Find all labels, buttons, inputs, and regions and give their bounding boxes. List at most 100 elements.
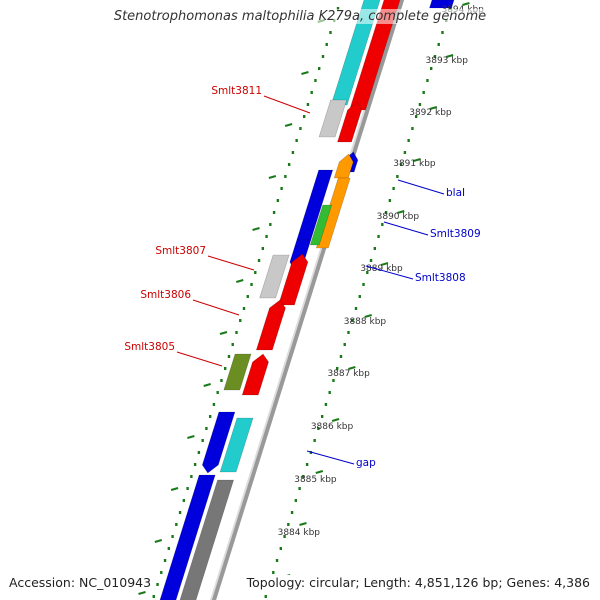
dotted-track-inner bbox=[339, 355, 343, 358]
dotted-track-outer bbox=[163, 559, 167, 562]
dotted-track-inner bbox=[324, 403, 328, 406]
scale-label: 3886 kbp bbox=[311, 422, 354, 432]
dotted-track-inner bbox=[302, 475, 305, 478]
dotted-track-outer bbox=[291, 151, 295, 154]
dotted-track-inner bbox=[275, 559, 279, 562]
gene-label-gap: gap bbox=[356, 457, 376, 469]
gene-smlt3811-gray bbox=[318, 99, 348, 138]
dotted-track-inner bbox=[369, 259, 373, 262]
scale-label: 3885 kbp bbox=[294, 475, 337, 485]
dotted-track-outer bbox=[280, 187, 283, 190]
gene-red-arrow-1 bbox=[337, 101, 362, 143]
dotted-track-outer bbox=[231, 343, 234, 346]
dotted-track-outer bbox=[321, 55, 325, 58]
scale-label: 3888 kbp bbox=[344, 317, 387, 327]
dotted-track-outer bbox=[295, 139, 298, 142]
dotted-track-inner bbox=[305, 463, 309, 466]
dotted-track-outer bbox=[208, 415, 212, 418]
dotted-track-inner bbox=[298, 487, 301, 490]
dotted-track-inner bbox=[336, 367, 339, 370]
dotted-track-inner bbox=[396, 175, 399, 178]
dotted-track-outer bbox=[175, 523, 178, 526]
leader-line-blai bbox=[397, 179, 445, 195]
dotted-track-inner bbox=[317, 427, 320, 430]
backbone bbox=[211, 0, 405, 600]
dotted-track-outer bbox=[318, 67, 321, 70]
dotted-track-outer bbox=[306, 103, 310, 106]
dotted-track-outer bbox=[235, 331, 238, 334]
dotted-track-inner bbox=[343, 343, 346, 346]
dotted-track-outer bbox=[156, 583, 159, 586]
gene-blai-orange bbox=[333, 153, 354, 179]
dotted-track-outer bbox=[254, 271, 257, 274]
dotted-track-inner bbox=[422, 91, 425, 94]
dotted-track-inner bbox=[392, 187, 395, 190]
dotted-track-inner bbox=[313, 439, 316, 442]
gene-label-smlt3807: Smlt3807 bbox=[155, 245, 206, 257]
gene-smlt3807-gray bbox=[259, 254, 290, 299]
leader-line-gap bbox=[306, 450, 355, 465]
tick-mark-left bbox=[219, 331, 228, 335]
dotted-track-outer bbox=[205, 427, 208, 430]
dotted-track-inner bbox=[381, 223, 384, 226]
gene-blue-arrow-2 bbox=[201, 411, 236, 474]
gene-red-arrow-2 bbox=[278, 253, 309, 306]
leader-line-smlt3811 bbox=[263, 95, 311, 114]
leader-line-smlt3806 bbox=[192, 299, 240, 316]
dotted-track-outer bbox=[171, 535, 174, 538]
dotted-track-outer bbox=[239, 319, 242, 322]
gene-blue-bottom bbox=[159, 474, 216, 600]
dotted-track-outer bbox=[336, 7, 340, 10]
tick-mark-right bbox=[364, 314, 372, 318]
tick-mark-right bbox=[380, 262, 389, 266]
tick-mark-left bbox=[284, 123, 293, 127]
dotted-track-inner bbox=[351, 319, 354, 322]
dotted-track-inner bbox=[441, 31, 444, 34]
dotted-track-outer bbox=[284, 175, 287, 178]
dotted-track-inner bbox=[294, 499, 298, 502]
tick-mark-left bbox=[154, 539, 163, 543]
dotted-track-outer bbox=[190, 475, 193, 478]
dotted-track-inner bbox=[437, 43, 440, 46]
dotted-track-outer bbox=[299, 127, 302, 130]
gene-smlt3805-olive bbox=[223, 353, 252, 391]
dotted-track-outer bbox=[261, 247, 265, 250]
dotted-track-inner bbox=[430, 67, 433, 70]
dotted-track-inner bbox=[264, 595, 267, 598]
tick-mark-right bbox=[413, 158, 421, 162]
tick-mark-left bbox=[203, 383, 211, 387]
scale-label: 3889 kbp bbox=[360, 264, 403, 274]
dotted-track-outer bbox=[310, 91, 313, 94]
dotted-track-outer bbox=[212, 403, 216, 406]
dotted-track-outer bbox=[257, 259, 261, 262]
tick-mark-right bbox=[315, 470, 324, 474]
dotted-track-inner bbox=[433, 55, 437, 58]
dotted-track-inner bbox=[384, 211, 388, 214]
gene-red-top bbox=[349, 0, 401, 111]
dotted-track-inner bbox=[279, 547, 283, 550]
gene-label-smlt3805: Smlt3805 bbox=[124, 341, 175, 353]
tick-mark-left bbox=[268, 175, 277, 179]
dotted-track-inner bbox=[287, 523, 290, 526]
dotted-track-inner bbox=[448, 7, 452, 10]
dotted-track-outer bbox=[160, 571, 163, 574]
dotted-track-outer bbox=[227, 355, 231, 358]
dotted-track-outer bbox=[182, 499, 186, 502]
dotted-track-inner bbox=[347, 331, 350, 334]
dotted-track-outer bbox=[265, 235, 268, 238]
leader-line-smlt3808 bbox=[365, 265, 414, 280]
dotted-track-outer bbox=[167, 547, 171, 550]
dotted-track-inner bbox=[388, 199, 392, 202]
dotted-track-outer bbox=[246, 295, 249, 298]
tick-mark-right bbox=[445, 54, 454, 58]
dotted-track-inner bbox=[426, 79, 429, 82]
tick-mark-right bbox=[429, 106, 438, 110]
gene-cyan-top bbox=[330, 0, 381, 106]
tick-mark-left bbox=[138, 591, 146, 595]
dotted-track-outer bbox=[242, 307, 246, 310]
dotted-track-outer bbox=[193, 463, 197, 466]
gene-label-smlt3809: Smlt3809 bbox=[430, 228, 481, 240]
scale-label: 3891 kbp bbox=[393, 159, 436, 169]
